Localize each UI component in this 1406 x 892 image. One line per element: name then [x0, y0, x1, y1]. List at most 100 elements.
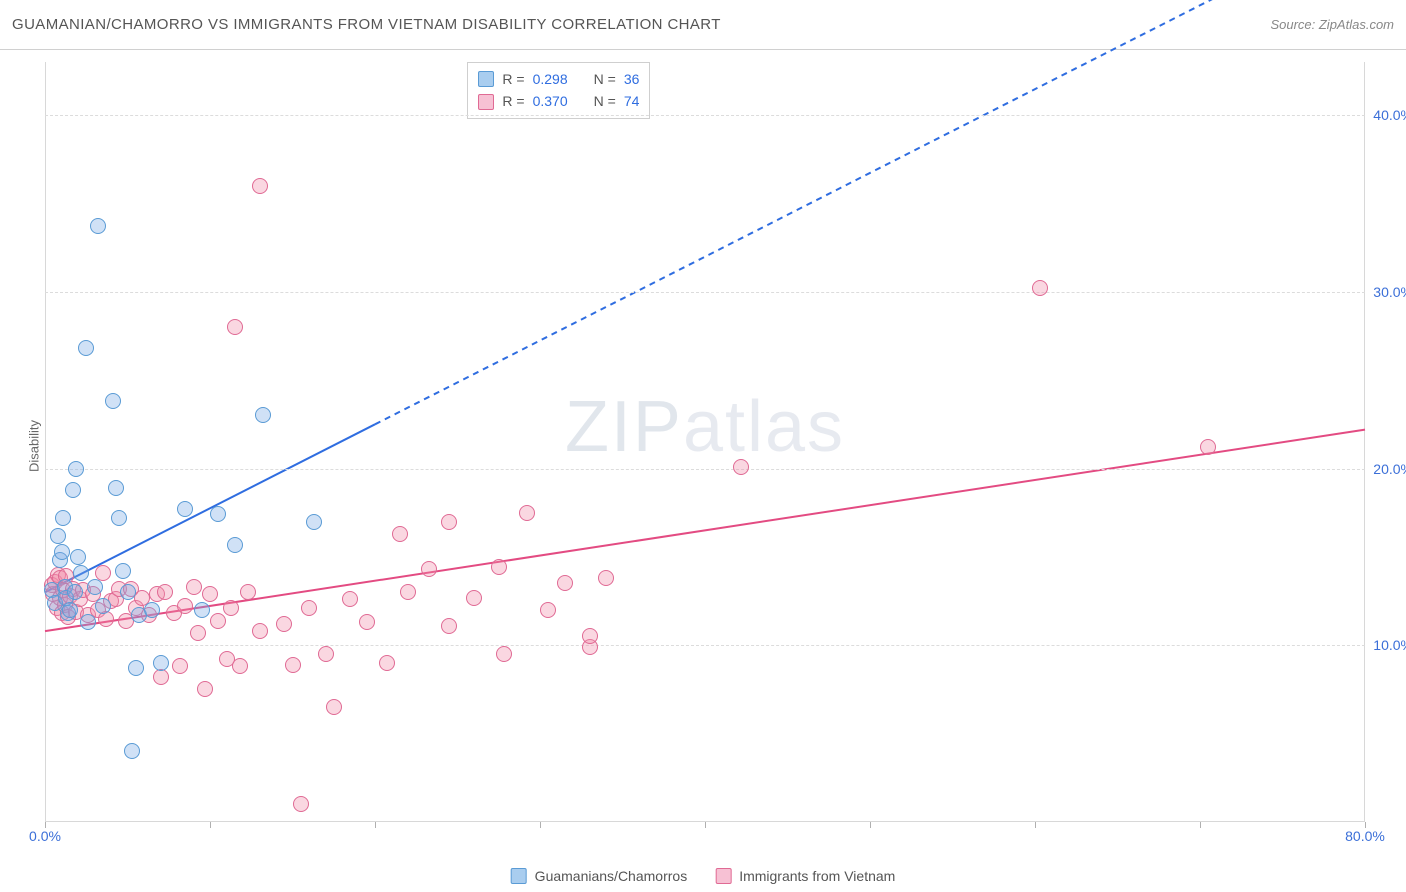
legend-label: Immigrants from Vietnam: [739, 868, 895, 884]
data-point: [120, 584, 136, 600]
chart-title: GUAMANIAN/CHAMORRO VS IMMIGRANTS FROM VI…: [12, 16, 721, 33]
legend-swatch: [478, 94, 494, 110]
data-point: [153, 669, 169, 685]
data-point: [65, 482, 81, 498]
data-point: [68, 461, 84, 477]
data-point: [1032, 280, 1048, 296]
data-point: [301, 600, 317, 616]
n-value: 36: [624, 68, 640, 90]
data-point: [276, 616, 292, 632]
data-point: [557, 575, 573, 591]
gridline: [45, 469, 1365, 470]
chart-container: GUAMANIAN/CHAMORRO VS IMMIGRANTS FROM VI…: [0, 0, 1406, 892]
data-point: [157, 584, 173, 600]
r-label: R =: [502, 68, 524, 90]
data-point: [115, 563, 131, 579]
y-tick-label: 10.0%: [1373, 637, 1406, 653]
data-point: [496, 646, 512, 662]
x-tick: [210, 822, 211, 828]
data-point: [67, 584, 83, 600]
x-tick: [540, 822, 541, 828]
trend-lines: [45, 62, 1365, 822]
data-point: [519, 505, 535, 521]
legend-item: Guamanians/Chamorros: [511, 868, 688, 884]
y-tick-label: 40.0%: [1373, 107, 1406, 123]
data-point: [466, 590, 482, 606]
data-point: [227, 319, 243, 335]
y-tick-label: 30.0%: [1373, 284, 1406, 300]
header: GUAMANIAN/CHAMORRO VS IMMIGRANTS FROM VI…: [0, 0, 1406, 50]
legend-swatch: [511, 868, 527, 884]
data-point: [95, 598, 111, 614]
data-point: [252, 623, 268, 639]
source-label: Source: ZipAtlas.com: [1270, 17, 1394, 32]
stats-row: R =0.298N =36: [478, 68, 639, 90]
x-tick: [705, 822, 706, 828]
data-point: [441, 514, 457, 530]
data-point: [197, 681, 213, 697]
data-point: [326, 699, 342, 715]
data-point: [342, 591, 358, 607]
data-point: [78, 340, 94, 356]
data-point: [223, 600, 239, 616]
data-point: [124, 743, 140, 759]
data-point: [177, 598, 193, 614]
legend-label: Guamanians/Chamorros: [535, 868, 688, 884]
data-point: [441, 618, 457, 634]
r-value: 0.370: [533, 90, 568, 112]
data-point: [87, 579, 103, 595]
data-point: [172, 658, 188, 674]
x-tick-label: 0.0%: [29, 828, 61, 844]
x-tick: [1035, 822, 1036, 828]
n-label: N =: [594, 68, 616, 90]
data-point: [108, 480, 124, 496]
data-point: [50, 528, 66, 544]
data-point: [90, 218, 106, 234]
x-tick: [375, 822, 376, 828]
data-point: [232, 658, 248, 674]
x-tick-label: 80.0%: [1345, 828, 1385, 844]
data-point: [392, 526, 408, 542]
data-point: [73, 565, 89, 581]
data-point: [598, 570, 614, 586]
plot-area: ZIPatlas R =0.298N =36R =0.370N =74 10.0…: [45, 62, 1365, 822]
data-point: [733, 459, 749, 475]
data-point: [55, 510, 71, 526]
stats-row: R =0.370N =74: [478, 90, 639, 112]
gridline: [45, 292, 1365, 293]
data-point: [306, 514, 322, 530]
data-point: [202, 586, 218, 602]
data-point: [400, 584, 416, 600]
data-point: [177, 501, 193, 517]
data-point: [540, 602, 556, 618]
data-point: [186, 579, 202, 595]
data-point: [105, 393, 121, 409]
stats-legend: R =0.298N =36R =0.370N =74: [467, 62, 650, 119]
y-axis-label: Disability: [27, 420, 42, 472]
data-point: [210, 506, 226, 522]
data-point: [190, 625, 206, 641]
data-point: [144, 602, 160, 618]
legend-item: Immigrants from Vietnam: [715, 868, 895, 884]
data-point: [128, 660, 144, 676]
data-point: [491, 559, 507, 575]
x-tick: [1200, 822, 1201, 828]
series-legend: Guamanians/Chamorros Immigrants from Viet…: [511, 868, 896, 884]
data-point: [379, 655, 395, 671]
data-point: [240, 584, 256, 600]
y-tick-label: 20.0%: [1373, 461, 1406, 477]
data-point: [293, 796, 309, 812]
data-point: [111, 510, 127, 526]
n-value: 74: [624, 90, 640, 112]
data-point: [62, 602, 78, 618]
data-point: [153, 655, 169, 671]
data-point: [194, 602, 210, 618]
x-tick: [870, 822, 871, 828]
data-point: [318, 646, 334, 662]
data-point: [582, 628, 598, 644]
data-point: [1200, 439, 1216, 455]
data-point: [255, 407, 271, 423]
legend-swatch: [478, 71, 494, 87]
data-point: [359, 614, 375, 630]
data-point: [227, 537, 243, 553]
